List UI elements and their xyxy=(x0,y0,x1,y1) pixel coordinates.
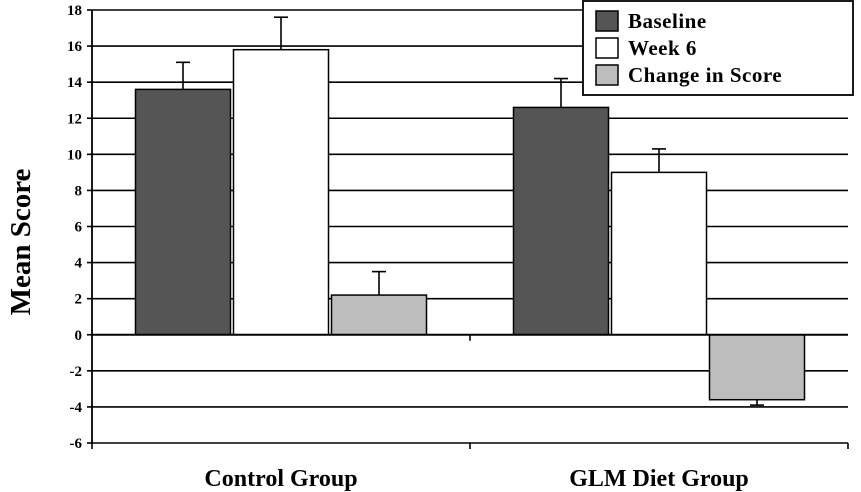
y-tick-label: 18 xyxy=(67,3,82,19)
x-category-label: Control Group xyxy=(204,466,357,492)
bar-week-6 xyxy=(232,48,330,336)
y-tick-label: 4 xyxy=(75,256,83,272)
legend: Baseline Week 6 Change in Score xyxy=(582,0,854,96)
y-tick-label: 16 xyxy=(67,39,83,55)
y-tick-label: 6 xyxy=(75,220,83,236)
bar-week-6 xyxy=(610,171,708,336)
legend-swatch xyxy=(595,10,619,32)
y-axis-title: Mean Score xyxy=(5,168,37,315)
legend-swatch xyxy=(595,64,619,86)
legend-label: Baseline xyxy=(628,9,707,33)
y-tick-label: -6 xyxy=(70,436,83,452)
bar-baseline xyxy=(134,88,232,336)
y-tick-label: 10 xyxy=(67,147,82,163)
bar-baseline xyxy=(512,106,610,336)
y-tick-label: -4 xyxy=(70,400,83,416)
bar-change-in-score xyxy=(708,334,806,401)
bar-change-in-score xyxy=(330,294,428,336)
legend-box xyxy=(582,0,854,96)
legend-label: Week 6 xyxy=(628,36,697,60)
x-category-label: GLM Diet Group xyxy=(569,466,749,492)
y-tick-label: 8 xyxy=(75,183,83,199)
y-tick-label: 2 xyxy=(75,292,83,308)
legend-label: Change in Score xyxy=(628,63,782,87)
y-tick-label: -2 xyxy=(70,364,83,380)
bars xyxy=(134,16,806,406)
y-tick-label: 12 xyxy=(67,111,82,127)
y-tick-label: 0 xyxy=(75,328,83,344)
legend-swatch xyxy=(595,37,619,59)
axes: Mean Score -6 -4 -2 0 2 4 6 8 10 12 14 16 18 Control … xyxy=(5,3,849,492)
y-tick-label: 14 xyxy=(67,75,83,91)
